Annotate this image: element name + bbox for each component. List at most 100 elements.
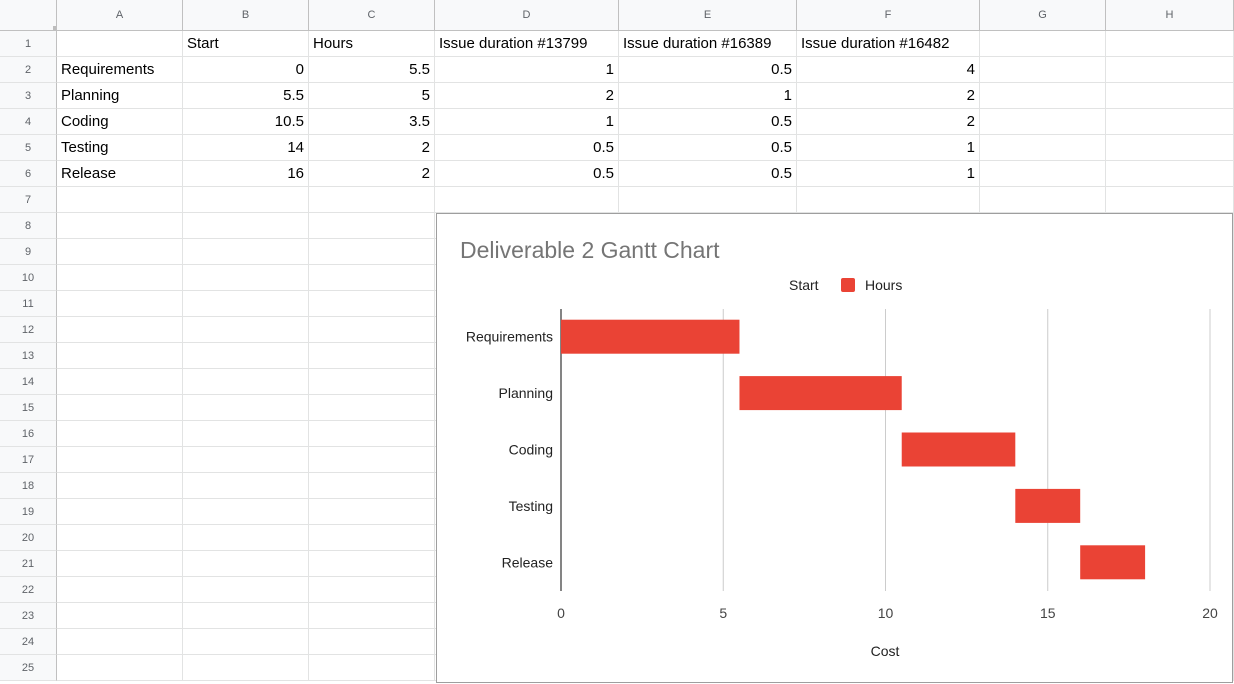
cell-b18[interactable]: [183, 473, 309, 499]
cell-b4[interactable]: 10.5: [183, 109, 309, 135]
cell-d1[interactable]: Issue duration #13799: [435, 31, 619, 57]
cell-a10[interactable]: [57, 265, 183, 291]
cell-a7[interactable]: [57, 187, 183, 213]
cell-b25[interactable]: [183, 655, 309, 681]
cell-c3[interactable]: 5: [309, 83, 435, 109]
cell-b23[interactable]: [183, 603, 309, 629]
row-header-9[interactable]: 9: [0, 239, 57, 265]
row-header-20[interactable]: 20: [0, 525, 57, 551]
column-header-c[interactable]: C: [309, 0, 435, 31]
cell-h5[interactable]: [1106, 135, 1234, 161]
cell-b7[interactable]: [183, 187, 309, 213]
cell-g2[interactable]: [980, 57, 1106, 83]
cell-c20[interactable]: [309, 525, 435, 551]
cell-b5[interactable]: 14: [183, 135, 309, 161]
column-header-a[interactable]: A: [57, 0, 183, 31]
cell-a13[interactable]: [57, 343, 183, 369]
cell-h4[interactable]: [1106, 109, 1234, 135]
cell-h7[interactable]: [1106, 187, 1234, 213]
bar-planning[interactable]: [739, 376, 902, 411]
cell-c14[interactable]: [309, 369, 435, 395]
cell-a25[interactable]: [57, 655, 183, 681]
cell-f4[interactable]: 2: [797, 109, 980, 135]
cell-a8[interactable]: [57, 213, 183, 239]
cell-e1[interactable]: Issue duration #16389: [619, 31, 797, 57]
row-header-19[interactable]: 19: [0, 499, 57, 525]
cell-d5[interactable]: 0.5: [435, 135, 619, 161]
cell-g5[interactable]: [980, 135, 1106, 161]
cell-c25[interactable]: [309, 655, 435, 681]
cell-b1[interactable]: Start: [183, 31, 309, 57]
cell-b17[interactable]: [183, 447, 309, 473]
cell-c19[interactable]: [309, 499, 435, 525]
cell-g4[interactable]: [980, 109, 1106, 135]
cell-a22[interactable]: [57, 577, 183, 603]
cell-c17[interactable]: [309, 447, 435, 473]
cell-h3[interactable]: [1106, 83, 1234, 109]
cell-a19[interactable]: [57, 499, 183, 525]
cell-c21[interactable]: [309, 551, 435, 577]
column-header-d[interactable]: D: [435, 0, 619, 31]
cell-a18[interactable]: [57, 473, 183, 499]
cell-g6[interactable]: [980, 161, 1106, 187]
bar-coding[interactable]: [901, 432, 1016, 467]
row-header-10[interactable]: 10: [0, 265, 57, 291]
cell-e6[interactable]: 0.5: [619, 161, 797, 187]
cell-b2[interactable]: 0: [183, 57, 309, 83]
cell-a4[interactable]: Coding: [57, 109, 183, 135]
cell-c9[interactable]: [309, 239, 435, 265]
cell-a24[interactable]: [57, 629, 183, 655]
cell-b12[interactable]: [183, 317, 309, 343]
select-all-corner[interactable]: [0, 0, 57, 31]
row-header-2[interactable]: 2: [0, 57, 57, 83]
row-header-11[interactable]: 11: [0, 291, 57, 317]
cell-c16[interactable]: [309, 421, 435, 447]
cell-c7[interactable]: [309, 187, 435, 213]
column-header-h[interactable]: H: [1106, 0, 1234, 31]
row-header-5[interactable]: 5: [0, 135, 57, 161]
row-header-4[interactable]: 4: [0, 109, 57, 135]
cell-h6[interactable]: [1106, 161, 1234, 187]
cell-b20[interactable]: [183, 525, 309, 551]
cell-a5[interactable]: Testing: [57, 135, 183, 161]
cell-a15[interactable]: [57, 395, 183, 421]
cell-a14[interactable]: [57, 369, 183, 395]
row-header-23[interactable]: 23: [0, 603, 57, 629]
cell-c2[interactable]: 5.5: [309, 57, 435, 83]
cell-e5[interactable]: 0.5: [619, 135, 797, 161]
row-header-25[interactable]: 25: [0, 655, 57, 681]
cell-c23[interactable]: [309, 603, 435, 629]
cell-c22[interactable]: [309, 577, 435, 603]
cell-a21[interactable]: [57, 551, 183, 577]
column-header-f[interactable]: F: [797, 0, 980, 31]
row-header-18[interactable]: 18: [0, 473, 57, 499]
cell-e7[interactable]: [619, 187, 797, 213]
cell-g3[interactable]: [980, 83, 1106, 109]
row-header-6[interactable]: 6: [0, 161, 57, 187]
cell-e2[interactable]: 0.5: [619, 57, 797, 83]
cell-c24[interactable]: [309, 629, 435, 655]
cell-a17[interactable]: [57, 447, 183, 473]
row-header-22[interactable]: 22: [0, 577, 57, 603]
cell-a1[interactable]: [57, 31, 183, 57]
bar-release[interactable]: [1080, 545, 1146, 580]
column-header-g[interactable]: G: [980, 0, 1106, 31]
cell-c6[interactable]: 2: [309, 161, 435, 187]
cell-b21[interactable]: [183, 551, 309, 577]
cell-c18[interactable]: [309, 473, 435, 499]
cell-e3[interactable]: 1: [619, 83, 797, 109]
cell-b3[interactable]: 5.5: [183, 83, 309, 109]
cell-a6[interactable]: Release: [57, 161, 183, 187]
cell-a20[interactable]: [57, 525, 183, 551]
cell-a16[interactable]: [57, 421, 183, 447]
cell-c1[interactable]: Hours: [309, 31, 435, 57]
cell-b13[interactable]: [183, 343, 309, 369]
cell-f5[interactable]: 1: [797, 135, 980, 161]
cell-c10[interactable]: [309, 265, 435, 291]
bar-testing[interactable]: [1015, 488, 1081, 523]
cell-d2[interactable]: 1: [435, 57, 619, 83]
cell-c12[interactable]: [309, 317, 435, 343]
row-header-13[interactable]: 13: [0, 343, 57, 369]
cell-f2[interactable]: 4: [797, 57, 980, 83]
row-header-16[interactable]: 16: [0, 421, 57, 447]
